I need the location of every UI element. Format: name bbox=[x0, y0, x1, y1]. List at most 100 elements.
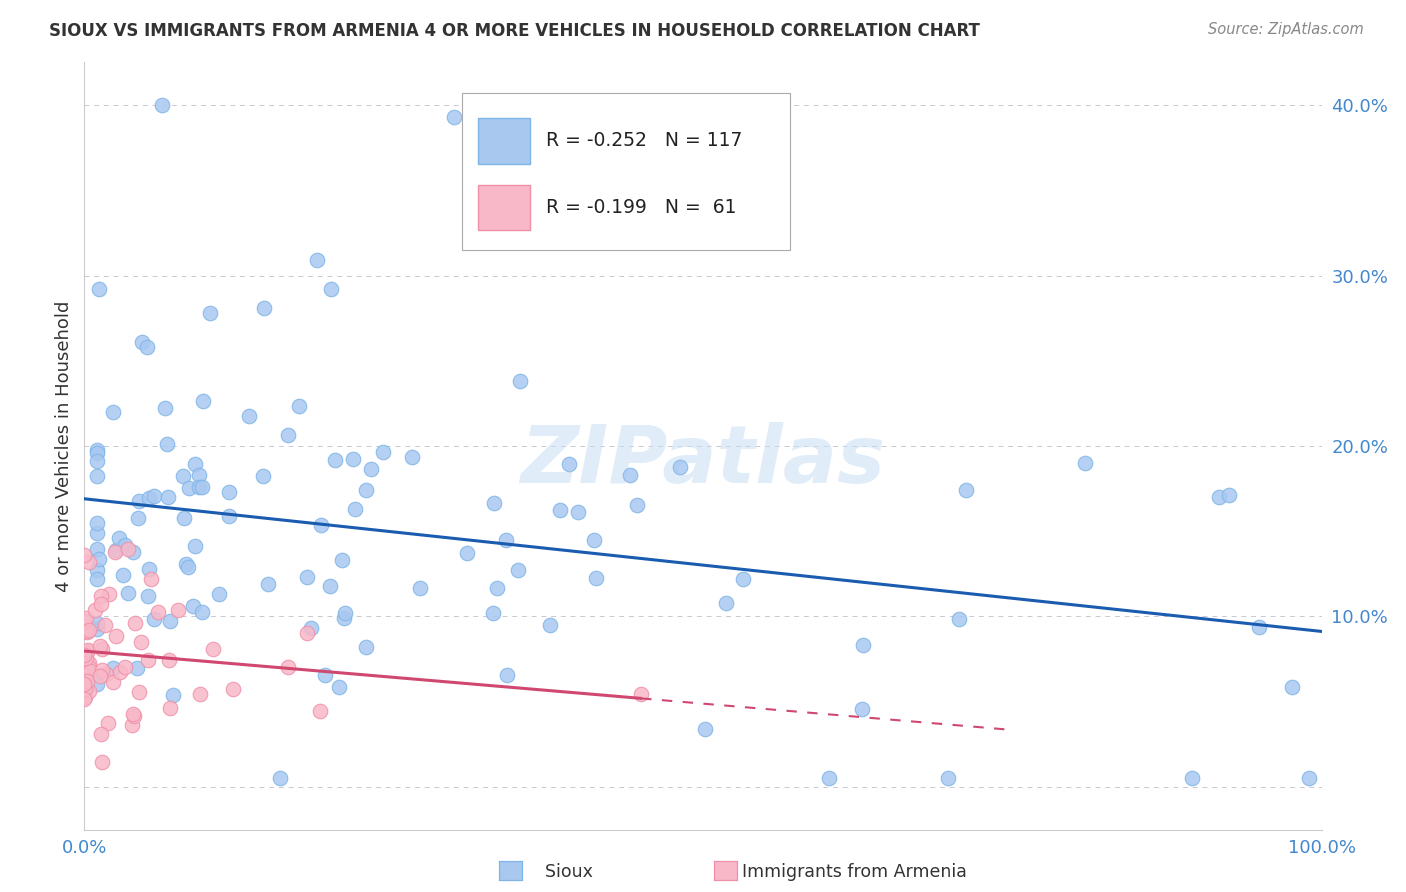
Point bbox=[75, 682, 97, 697]
Point bbox=[108, 532, 131, 546]
Point bbox=[955, 483, 977, 498]
Text: Source: ZipAtlas.com: Source: ZipAtlas.com bbox=[1208, 22, 1364, 37]
Point bbox=[79, 664, 101, 678]
Point bbox=[222, 682, 245, 697]
Point bbox=[135, 340, 157, 354]
Point bbox=[138, 491, 160, 505]
Point bbox=[319, 283, 342, 297]
Point bbox=[73, 690, 96, 704]
Point bbox=[333, 611, 356, 625]
Point bbox=[456, 546, 478, 560]
Point bbox=[131, 334, 153, 349]
Point bbox=[90, 663, 112, 677]
Point bbox=[157, 653, 180, 667]
Point bbox=[277, 428, 299, 442]
Point bbox=[188, 687, 211, 701]
Point bbox=[585, 571, 607, 585]
Point bbox=[342, 452, 364, 467]
FancyBboxPatch shape bbox=[478, 119, 530, 164]
Point bbox=[936, 772, 959, 786]
Point bbox=[495, 667, 517, 681]
Point bbox=[90, 642, 112, 657]
Point bbox=[714, 596, 737, 610]
Point bbox=[557, 458, 579, 472]
Point bbox=[155, 401, 177, 415]
Point bbox=[94, 618, 117, 632]
Point bbox=[77, 555, 100, 569]
Point bbox=[97, 716, 120, 731]
Point bbox=[89, 639, 111, 653]
Point bbox=[114, 659, 136, 673]
Point bbox=[198, 306, 221, 320]
Point bbox=[948, 612, 970, 626]
Point bbox=[693, 722, 716, 736]
Point bbox=[138, 561, 160, 575]
Point bbox=[90, 597, 112, 611]
Point bbox=[77, 660, 100, 674]
Y-axis label: 4 or more Vehicles in Household: 4 or more Vehicles in Household bbox=[55, 301, 73, 591]
Point bbox=[136, 589, 159, 603]
Point bbox=[495, 533, 517, 548]
Point bbox=[156, 490, 179, 504]
Point bbox=[91, 755, 114, 769]
Point bbox=[630, 687, 652, 701]
Point bbox=[309, 518, 332, 533]
Point bbox=[371, 444, 394, 458]
Point bbox=[582, 533, 605, 548]
Point bbox=[177, 481, 200, 495]
Point bbox=[162, 688, 184, 702]
Point bbox=[77, 623, 100, 637]
Point bbox=[354, 483, 377, 497]
Point bbox=[73, 648, 96, 662]
Point bbox=[218, 508, 240, 523]
Point bbox=[86, 446, 108, 460]
Point bbox=[443, 110, 465, 124]
Point bbox=[127, 511, 149, 525]
Point bbox=[173, 511, 195, 525]
Point bbox=[299, 621, 322, 635]
Point bbox=[73, 623, 96, 637]
Point bbox=[76, 674, 98, 689]
Point bbox=[76, 644, 98, 658]
Point bbox=[184, 458, 207, 472]
Point bbox=[73, 549, 96, 563]
Point bbox=[167, 602, 190, 616]
Point bbox=[1298, 772, 1320, 786]
Point bbox=[297, 570, 319, 584]
Point bbox=[181, 599, 204, 614]
Point bbox=[84, 603, 107, 617]
Point bbox=[318, 579, 340, 593]
Point bbox=[309, 704, 332, 718]
Point bbox=[401, 450, 423, 464]
Point bbox=[122, 709, 145, 723]
Point bbox=[484, 495, 506, 509]
Point bbox=[77, 656, 100, 670]
Point bbox=[114, 538, 136, 552]
Point bbox=[90, 727, 112, 741]
Text: ZIPatlas: ZIPatlas bbox=[520, 422, 886, 500]
Point bbox=[257, 577, 280, 591]
Point bbox=[90, 590, 112, 604]
Point bbox=[86, 615, 108, 630]
Point bbox=[75, 651, 97, 665]
Point bbox=[87, 551, 110, 566]
Point bbox=[509, 374, 531, 388]
Point bbox=[818, 772, 841, 786]
Point bbox=[851, 702, 873, 716]
Point bbox=[143, 612, 166, 626]
Text: Immigrants from Armenia: Immigrants from Armenia bbox=[731, 863, 967, 881]
Point bbox=[330, 553, 353, 567]
Point bbox=[344, 501, 367, 516]
Point bbox=[295, 625, 318, 640]
Point bbox=[121, 718, 143, 732]
Point bbox=[86, 542, 108, 557]
Point bbox=[328, 680, 350, 694]
Point bbox=[75, 648, 97, 662]
Point bbox=[609, 213, 631, 227]
Point bbox=[103, 674, 125, 689]
Point bbox=[567, 505, 589, 519]
Point bbox=[1074, 456, 1097, 470]
Point bbox=[288, 400, 311, 414]
Point bbox=[626, 498, 648, 512]
Point bbox=[86, 677, 108, 691]
